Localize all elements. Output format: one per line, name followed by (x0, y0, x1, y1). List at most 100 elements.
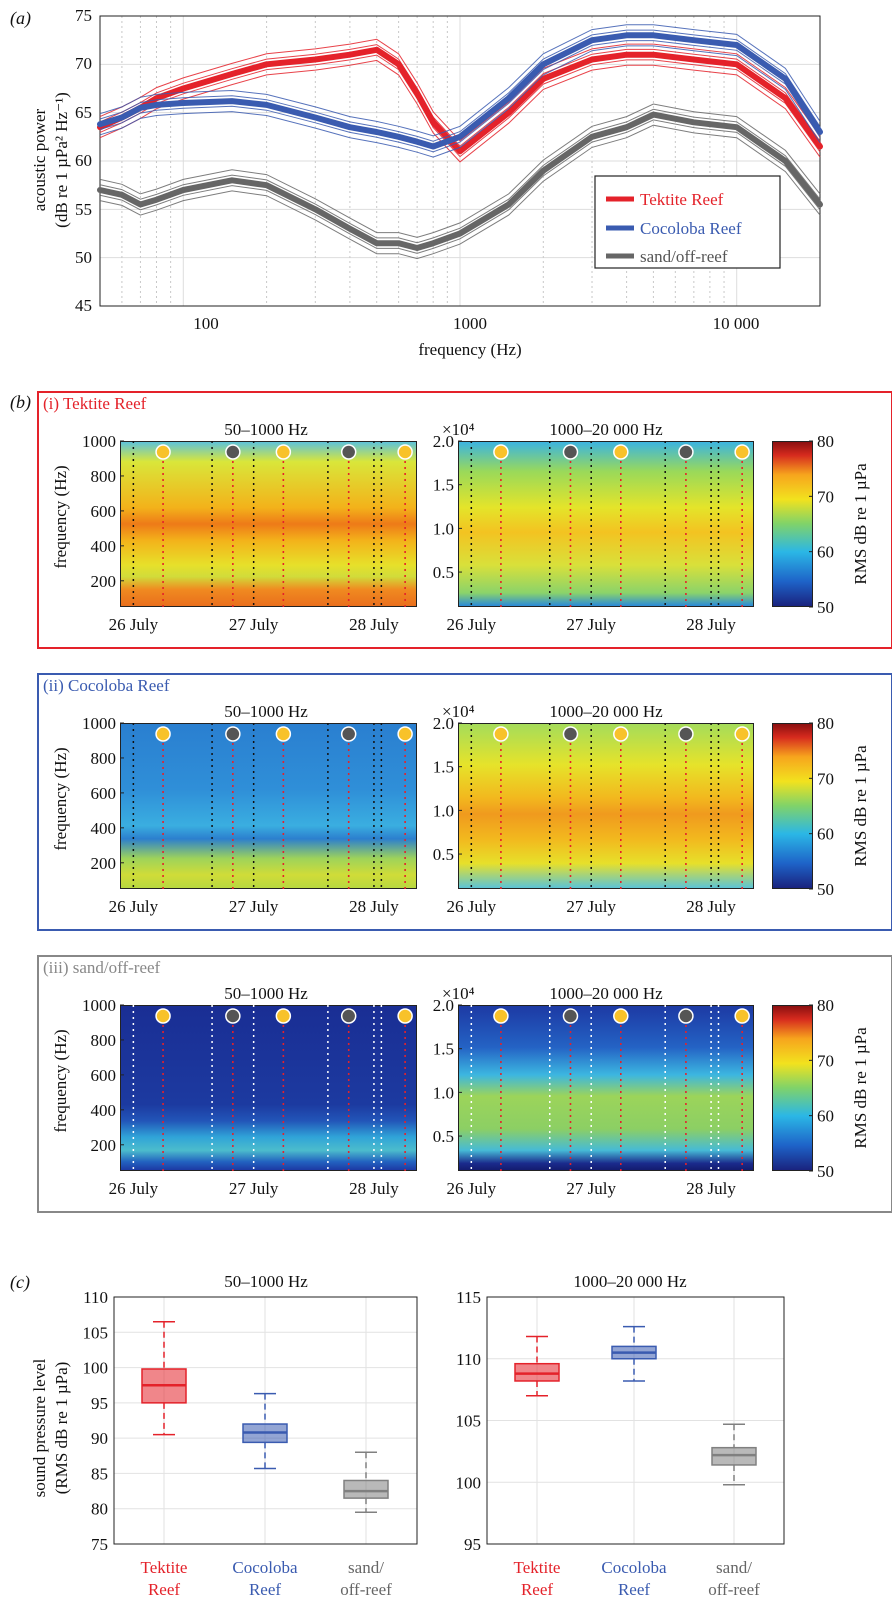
cbar-tick: 80 (817, 714, 834, 733)
series-envelope-0 (99, 38, 821, 142)
series-envelope-2 (99, 108, 821, 244)
moon-marker-icon (562, 726, 579, 742)
panel-b-letter: (b) (10, 392, 31, 412)
b-xtick: 27 July (229, 897, 279, 916)
cbar-tick: 70 (817, 769, 834, 788)
sun-marker-icon (155, 726, 171, 742)
c-left-title: 50–1000 Hz (224, 1272, 308, 1291)
a-xtick-1000: 1000 (453, 314, 487, 333)
b1-low-ytick: 400 (91, 537, 117, 556)
b-xtick: 28 July (686, 615, 736, 634)
b1-low-title: 50–1000 Hz (224, 420, 308, 439)
b3-low-ytick: 400 (91, 1101, 117, 1120)
section-label-tektite: (i) Tektite Reef (41, 394, 149, 414)
b3-low-ytick: 1000 (82, 996, 116, 1015)
spectrogram-sand-low (120, 1005, 417, 1171)
b-xtick: 26 July (447, 1179, 497, 1198)
sun-marker-icon (155, 1008, 171, 1024)
c-ytick: 95 (91, 1394, 108, 1413)
b1-low-ytick: 200 (91, 572, 117, 591)
moon-marker-icon (225, 1008, 241, 1024)
c-right-cat-sand-2: off-reef (708, 1580, 760, 1599)
sun-marker-icon (734, 1008, 750, 1024)
spectrogram-tektite-low (120, 441, 417, 607)
a-ytick-45: 45 (75, 296, 92, 315)
c-ytick: 110 (83, 1288, 108, 1307)
moon-marker-icon (678, 726, 694, 742)
sun-marker-icon (613, 444, 629, 460)
b3-low-ytick: 200 (91, 1136, 117, 1155)
cbar-tick: 70 (817, 1051, 834, 1070)
a-ytick-55: 55 (75, 200, 92, 219)
series-line-0 (97, 46, 823, 155)
c-left-cat-sand-2: off-reef (340, 1580, 392, 1599)
c-left-cat-sand-1: sand/ (348, 1558, 384, 1577)
c-right-cat-cocoloba-2: Reef (617, 1580, 651, 1599)
cbar-tick: 80 (817, 432, 834, 451)
moon-marker-icon (562, 444, 579, 460)
b2-low-ytick: 600 (91, 784, 117, 803)
b-xtick: 27 July (229, 1179, 279, 1198)
moon-marker-icon (340, 444, 357, 460)
sun-marker-icon (275, 726, 292, 742)
b1-high-title: 1000–20 000 Hz (549, 420, 663, 439)
c-ytick: 75 (91, 1535, 108, 1554)
c-ytick: 105 (456, 1412, 482, 1431)
b-xtick: 27 July (566, 615, 616, 634)
sun-marker-icon (493, 726, 509, 742)
c-right-cat-sand-1: sand/ (716, 1558, 752, 1577)
b-xtick: 27 July (566, 1179, 616, 1198)
b-xtick: 28 July (686, 897, 736, 916)
c-right-cat-tektite-1: Tektite (513, 1558, 561, 1577)
b-xtick: 27 July (229, 615, 279, 634)
a-xlabel: frequency (Hz) (418, 340, 522, 359)
a-legend-box (594, 175, 781, 269)
series-envelope-1 (99, 29, 821, 142)
c-axes-frame (486, 1296, 785, 1545)
sun-marker-icon (275, 1008, 292, 1024)
cbar-label: RMS dB re 1 µPa (851, 745, 870, 867)
b1-multiplier: ×10⁴ (442, 420, 475, 439)
b1-high-ytick: 1.0 (433, 519, 454, 538)
b-xtick: 28 July (686, 1179, 736, 1198)
cbar-label: RMS dB re 1 µPa (851, 1027, 870, 1149)
series-envelope-2 (99, 103, 821, 238)
a-xtick-10000: 10 000 (712, 314, 760, 333)
sun-marker-icon (493, 444, 509, 460)
c-left-cat-tektite-2: Reef (147, 1580, 181, 1599)
moon-marker-icon (678, 1008, 694, 1024)
b2-multiplier: ×10⁴ (442, 702, 475, 721)
c-ytick: 90 (91, 1429, 108, 1448)
series-envelope-2 (99, 124, 821, 260)
b2-high-title: 1000–20 000 Hz (549, 702, 663, 721)
b3-high-ytick: 1.0 (433, 1083, 454, 1102)
c-left-cat-cocoloba-1: Cocoloba (232, 1558, 298, 1577)
b-xtick: 28 July (349, 615, 399, 634)
a-axes-frame (99, 15, 821, 307)
legend-tektite: Tektite Reef (640, 190, 724, 209)
a-ytick-65: 65 (75, 103, 92, 122)
series-line-2 (97, 111, 823, 251)
b-xtick: 26 July (109, 897, 159, 916)
b1-low-ytick: 600 (91, 502, 117, 521)
b3-low-ytick: 800 (91, 1031, 117, 1050)
b3-high-ytick: 2.0 (433, 996, 454, 1015)
a-ytick-60: 60 (75, 151, 92, 170)
b2-high-ytick: 2.0 (433, 714, 454, 733)
spectrogram-cocoloba-low (120, 723, 417, 889)
colorbar-cocoloba (772, 723, 813, 889)
colorbar-sand (772, 1005, 813, 1171)
b2-high-ytick: 1.5 (433, 758, 454, 777)
b2-low-ytick: 400 (91, 819, 117, 838)
sun-marker-icon (613, 1008, 629, 1024)
cbar-tick: 50 (817, 598, 834, 617)
moon-marker-icon (562, 1008, 579, 1024)
b-xtick: 28 July (349, 897, 399, 916)
cbar-label: RMS dB re 1 µPa (851, 463, 870, 585)
c-right-cat-cocoloba-1: Cocoloba (601, 1558, 667, 1577)
moon-marker-icon (340, 726, 357, 742)
spectrogram-tektite-high (458, 441, 754, 607)
sun-marker-icon (734, 444, 750, 460)
b2-high-ytick: 0.5 (433, 845, 454, 864)
c-left-cat-cocoloba-2: Reef (248, 1580, 282, 1599)
